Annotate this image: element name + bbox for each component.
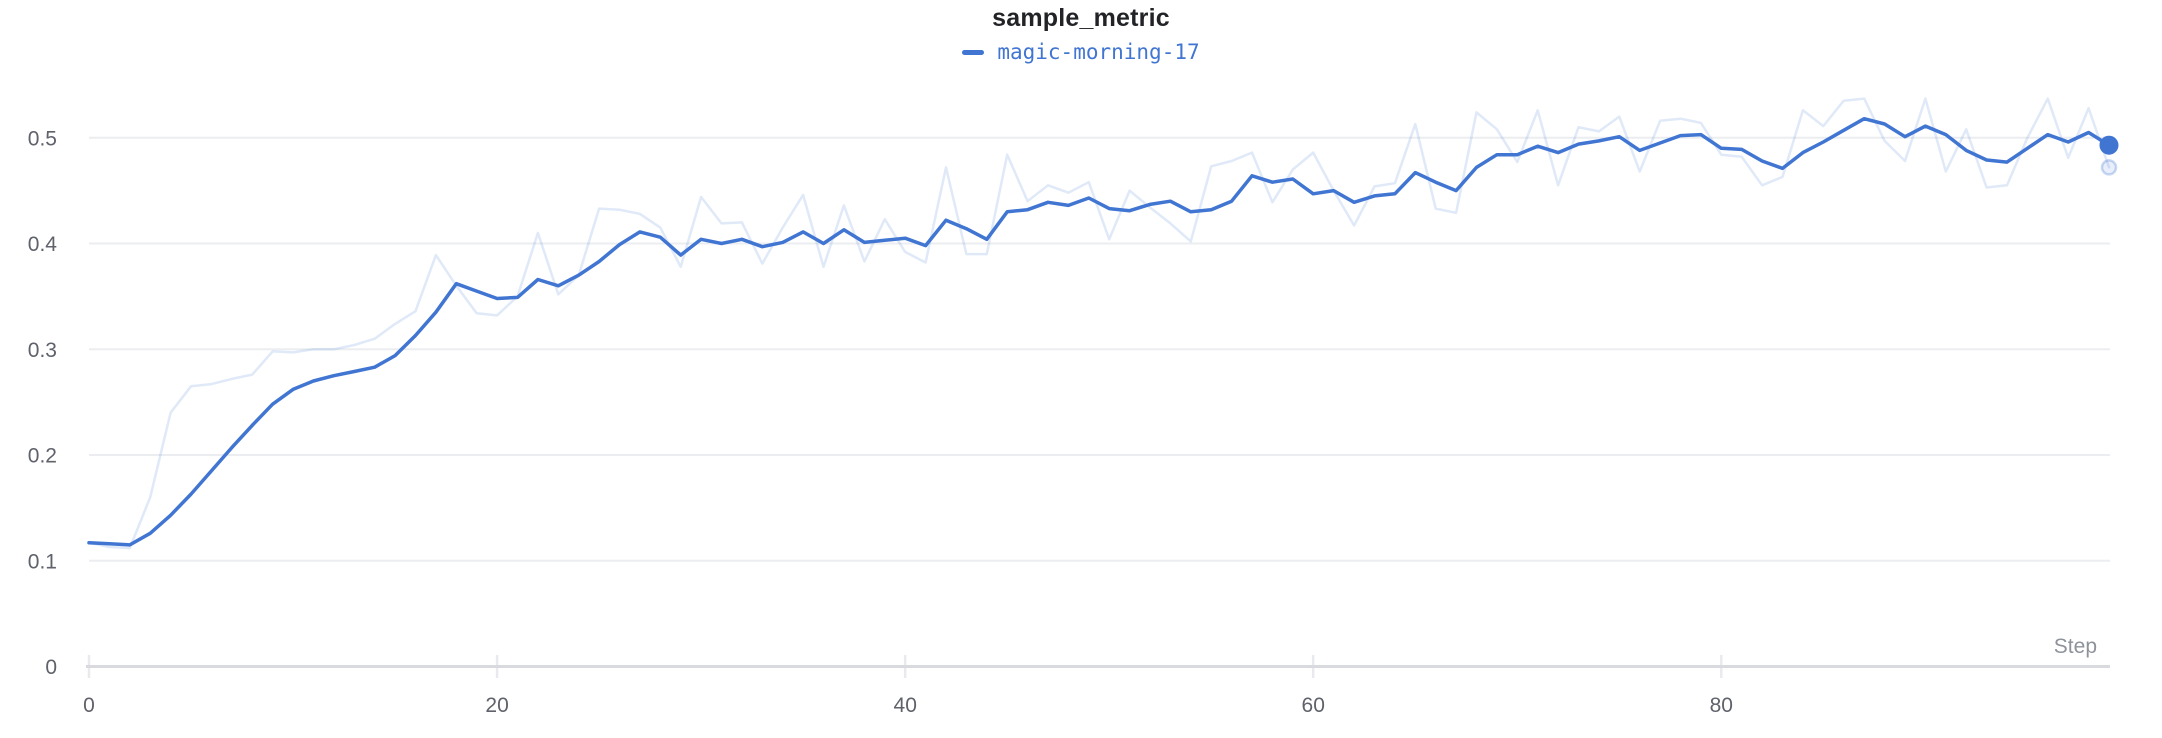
y-tick-label: 0.5 (28, 127, 57, 150)
raw-endpoint-marker[interactable] (2100, 159, 2118, 176)
x-tick-label: 40 (894, 694, 917, 717)
x-tick-label: 20 (485, 694, 508, 717)
y-tick-label: 0 (45, 656, 57, 679)
legend-swatch-icon (962, 49, 985, 55)
smoothed-series-line[interactable] (87, 116, 2111, 547)
y-tick-label: 0.4 (28, 233, 58, 256)
x-axis-title: Step (2054, 635, 2097, 658)
smoothed-endpoint-dot[interactable] (2099, 135, 2119, 155)
y-tick-label: 0.3 (28, 339, 57, 362)
x-tick-label: 0 (83, 694, 95, 717)
y-tick-label: 0.1 (28, 550, 57, 573)
x-tick-label: 80 (1710, 694, 1733, 717)
raw-series-line[interactable] (87, 97, 2111, 550)
x-tick-label: 60 (1302, 694, 1325, 717)
y-tick-label: 0.2 (28, 445, 57, 468)
legend-series-name[interactable]: magic-morning-17 (997, 39, 1200, 64)
legend[interactable]: magic-morning-17 (0, 39, 2162, 65)
panel-title: sample_metric (992, 4, 1170, 32)
